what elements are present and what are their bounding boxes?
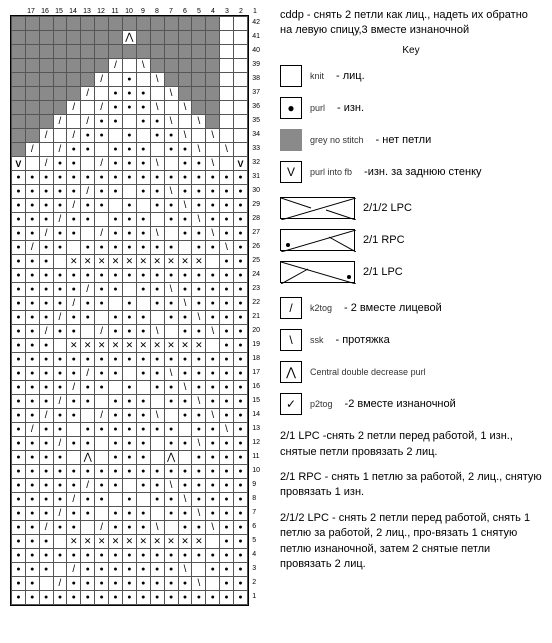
- key-title: Key: [280, 44, 542, 58]
- legend-wide: 2/1/2 LPC2/1 RPC2/1 LPC: [280, 197, 542, 283]
- chart-grid: [11, 16, 248, 605]
- cddp-note: cddp - снять 2 петли как лиц., надеть их…: [280, 8, 542, 38]
- chart-column: 1716151413121110987654321 42414039383736…: [10, 8, 270, 606]
- chart-row-numbers: 4241403938373635343332313029282726252423…: [252, 16, 260, 604]
- legend-column: cddp - снять 2 петли как лиц., надеть их…: [280, 8, 542, 606]
- notes-block: 2/1 LPC -снять 2 петли перед работой, 1 …: [280, 429, 542, 572]
- legend-simple-2: /k2tog- 2 вместе лицевой\ssk- протяжка⋀C…: [280, 297, 542, 415]
- legend-simple: knit- лиц.●purl- изн.grey no stitch- нет…: [280, 65, 542, 183]
- chart-col-numbers: 1716151413121110987654321: [10, 8, 270, 15]
